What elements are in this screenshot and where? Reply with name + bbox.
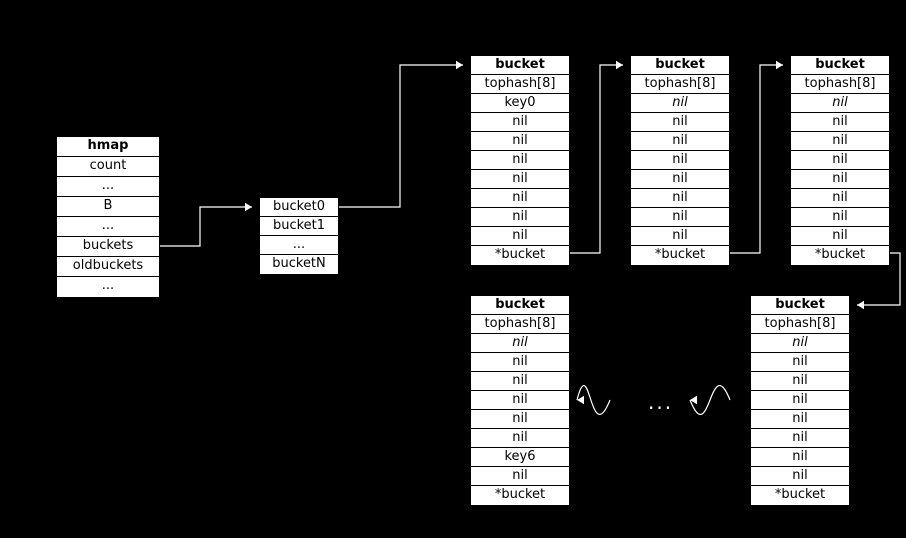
cell: nil	[471, 227, 569, 246]
cell: nil	[471, 353, 569, 372]
cell: nil	[751, 429, 849, 448]
cell: count	[57, 157, 159, 177]
cell: nil	[631, 227, 729, 246]
cell: hmap	[57, 137, 159, 157]
cell: nil	[471, 113, 569, 132]
cell: nil	[791, 132, 889, 151]
arrowhead-icon	[456, 61, 463, 69]
cell: *bucket	[751, 486, 849, 505]
diagram-canvas: { "diagram_type": "flowchart", "backgrou…	[0, 0, 906, 538]
cell: nil	[751, 372, 849, 391]
cell: ...	[260, 236, 338, 255]
node-bucket_top_2: buckettophash[8]nilnilnilnilnilnilnilnil…	[790, 55, 890, 266]
arrowhead-icon	[616, 61, 623, 69]
cell: nil	[791, 170, 889, 189]
cell: B	[57, 197, 159, 217]
cell: *bucket	[471, 486, 569, 505]
cell: nil	[471, 132, 569, 151]
arrowhead-icon	[776, 61, 783, 69]
cell: nil	[471, 151, 569, 170]
cell: nil	[471, 189, 569, 208]
node-bucket_top_1: buckettophash[8]nilnilnilnilnilnilnilnil…	[630, 55, 730, 266]
cell: nil	[751, 467, 849, 486]
cell: tophash[8]	[471, 75, 569, 94]
edge-5	[690, 386, 730, 415]
cell: tophash[8]	[751, 315, 849, 334]
cell: nil	[631, 132, 729, 151]
cell: bucket0	[260, 198, 338, 217]
node-bucket_top_0: buckettophash[8]key0nilnilnilnilnilnilni…	[470, 55, 570, 266]
cell: nil	[631, 94, 729, 113]
cell: nil	[471, 467, 569, 486]
cell: nil	[791, 227, 889, 246]
cell: bucket	[471, 296, 569, 315]
ellipsis-marker: ...	[648, 390, 673, 414]
cell: key0	[471, 94, 569, 113]
edge-6	[577, 386, 610, 415]
arrowhead-icon	[577, 396, 584, 404]
cell: key6	[471, 448, 569, 467]
cell: ...	[57, 177, 159, 197]
cell: bucket	[791, 56, 889, 75]
cell: nil	[631, 189, 729, 208]
cell: nil	[791, 208, 889, 227]
arrowhead-icon	[690, 396, 697, 404]
cell: ...	[57, 277, 159, 297]
cell: nil	[471, 334, 569, 353]
arrowhead-icon	[245, 203, 252, 211]
cell: bucket1	[260, 217, 338, 236]
cell: tophash[8]	[791, 75, 889, 94]
cell: nil	[471, 410, 569, 429]
cell: nil	[751, 334, 849, 353]
cell: nil	[791, 151, 889, 170]
cell: nil	[471, 170, 569, 189]
arrowhead-icon	[857, 301, 864, 309]
cell: bucketN	[260, 255, 338, 274]
cell: nil	[751, 391, 849, 410]
node-buckets_array: bucket0bucket1...bucketN	[259, 197, 339, 275]
cell: nil	[751, 353, 849, 372]
node-hmap: hmapcount...B...bucketsoldbuckets...	[56, 136, 160, 298]
cell: *bucket	[791, 246, 889, 265]
node-bucket_bot_1: buckettophash[8]nilnilnilnilnilnilnilnil…	[750, 295, 850, 506]
cell: bucket	[631, 56, 729, 75]
cell: nil	[791, 189, 889, 208]
cell: *bucket	[631, 246, 729, 265]
cell: bucket	[751, 296, 849, 315]
cell: nil	[791, 94, 889, 113]
cell: nil	[471, 208, 569, 227]
cell: nil	[751, 410, 849, 429]
edge-1	[339, 65, 463, 207]
cell: nil	[631, 151, 729, 170]
cell: oldbuckets	[57, 257, 159, 277]
cell: nil	[471, 391, 569, 410]
cell: tophash[8]	[471, 315, 569, 334]
edge-0	[160, 207, 252, 246]
cell: nil	[471, 372, 569, 391]
cell: bucket	[471, 56, 569, 75]
cell: nil	[631, 113, 729, 132]
cell: *bucket	[471, 246, 569, 265]
edge-2	[570, 65, 623, 253]
cell: nil	[791, 113, 889, 132]
cell: tophash[8]	[631, 75, 729, 94]
cell: nil	[631, 208, 729, 227]
edge-3	[730, 65, 783, 253]
cell: nil	[631, 170, 729, 189]
node-bucket_bot_0: buckettophash[8]nilnilnilnilnilnilkey6ni…	[470, 295, 570, 506]
cell: ...	[57, 217, 159, 237]
cell: buckets	[57, 237, 159, 257]
cell: nil	[751, 448, 849, 467]
cell: nil	[471, 429, 569, 448]
